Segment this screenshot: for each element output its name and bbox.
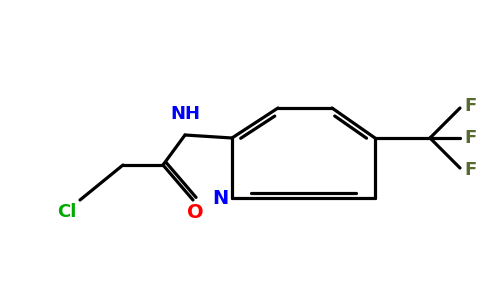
Text: Cl: Cl <box>58 203 77 221</box>
Text: F: F <box>464 129 476 147</box>
Text: NH: NH <box>170 105 200 123</box>
Text: F: F <box>464 161 476 179</box>
Text: N: N <box>212 188 228 208</box>
Text: O: O <box>187 203 203 222</box>
Text: F: F <box>464 97 476 115</box>
